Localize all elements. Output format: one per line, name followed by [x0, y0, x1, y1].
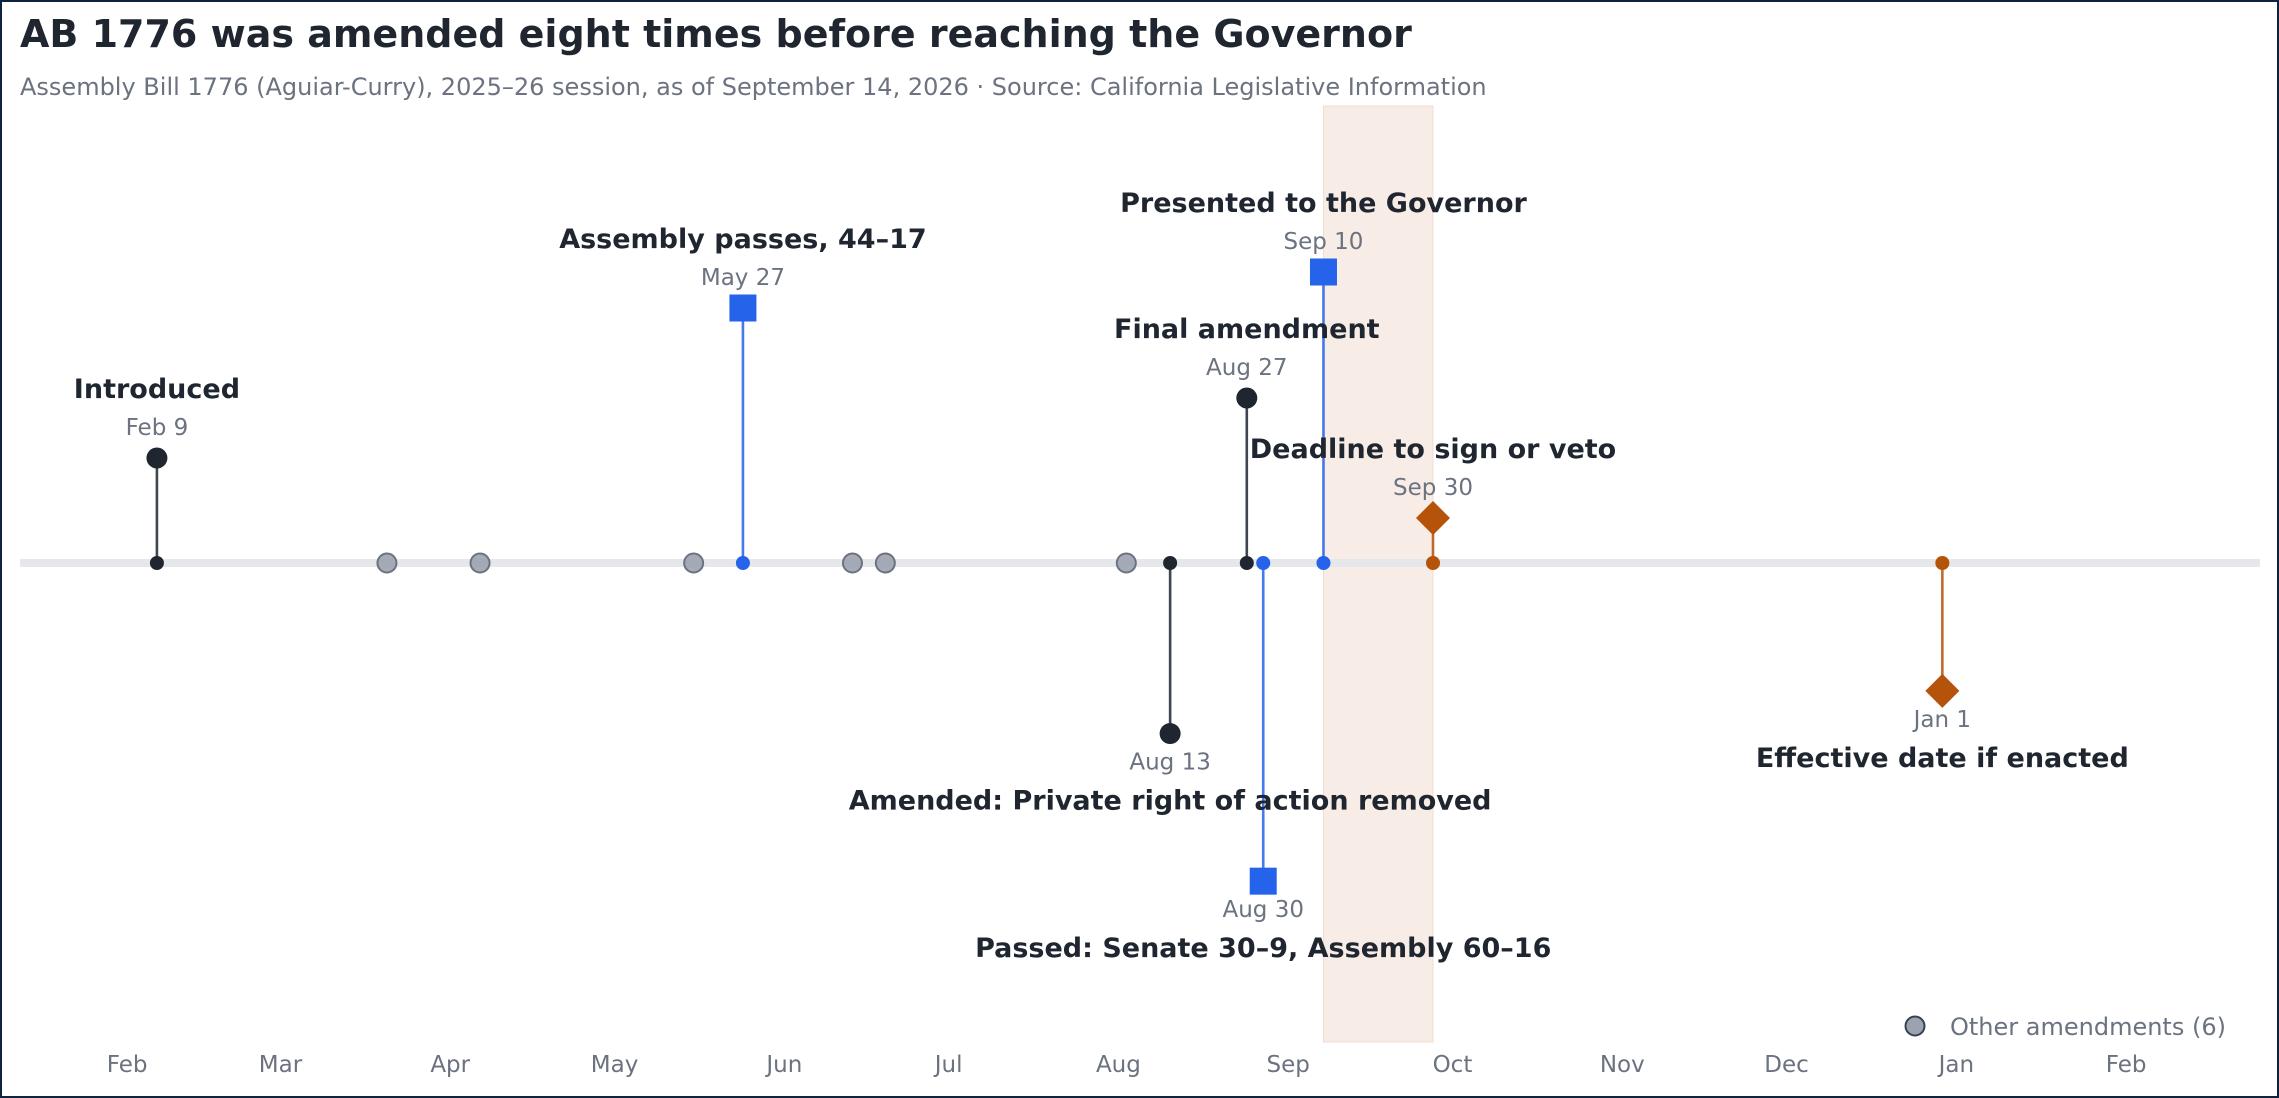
event-axis-dot [1935, 556, 1950, 570]
event-axis-dot [1426, 556, 1441, 570]
month-tick-label: May [591, 1052, 639, 1078]
month-tick-label: Jul [933, 1052, 963, 1078]
event-marker-diamond [1416, 501, 1451, 535]
event-label: Final amendment [1114, 314, 1380, 345]
event-label: Deadline to sign or veto [1250, 434, 1616, 465]
month-tick-label: Sep [1267, 1052, 1310, 1078]
event-label: Assembly passes, 44–17 [559, 224, 926, 255]
event-axis-dot [1163, 556, 1178, 570]
legend-marker [1904, 1015, 1926, 1037]
event-axis-dot [1316, 556, 1331, 570]
governor-window-band [1322, 105, 1434, 1043]
chart-title: AB 1776 was amended eight times before r… [20, 12, 1412, 56]
other-amendment-marker [376, 552, 398, 574]
chart-subtitle: Assembly Bill 1776 (Aguiar-Curry), 2025–… [20, 73, 1487, 101]
other-amendment-marker [683, 552, 705, 574]
event-label: Passed: Senate 30–9, Assembly 60–16 [975, 933, 1551, 964]
event-axis-dot [735, 556, 750, 570]
event-date-label: Sep 10 [1284, 229, 1364, 255]
month-tick-label: Jan [1937, 1052, 1974, 1078]
event-marker-square [1309, 258, 1337, 286]
month-tick-label: Feb [107, 1052, 148, 1078]
stem-layer [155, 272, 1944, 882]
event-date-label: Aug 30 [1222, 897, 1304, 923]
other-amendment-marker [469, 552, 491, 574]
event-date-label: Jan 1 [1912, 707, 1971, 733]
event-axis-dot [1239, 556, 1254, 570]
event-marker-diamond [1925, 673, 1960, 708]
month-tick-label: Mar [259, 1052, 303, 1078]
month-tick-label: Aug [1096, 1052, 1141, 1078]
event-marker-square [729, 294, 757, 322]
month-tick-label: Jun [764, 1052, 802, 1078]
event-label: Amended: Private right of action removed [849, 786, 1492, 817]
highlight-band-layer [1322, 105, 1434, 1043]
event-date-label: Aug 13 [1129, 750, 1211, 776]
event-date-label: Aug 27 [1206, 355, 1288, 381]
tick-layer: Feb Mar Apr May Jun Jul Aug Sep Oct Nov Dec Jan Feb [107, 1052, 2147, 1078]
month-tick-label: Nov [1600, 1052, 1645, 1078]
other-amendment-marker [874, 552, 896, 574]
event-marker-square [1249, 867, 1277, 895]
event-date-label: Sep 30 [1393, 475, 1473, 501]
label-layer: Feb 9 Introduced May 27 Assembly passes, 44… [74, 188, 2129, 964]
marker-layer [146, 258, 1960, 895]
event-date-label: Feb 9 [126, 415, 189, 441]
event-label: Effective date if enacted [1756, 743, 2129, 774]
event-marker-circle [1236, 387, 1258, 409]
legend-label: Other amendments (6) [1950, 1013, 2226, 1041]
month-tick-label: Feb [2106, 1052, 2147, 1078]
event-axis-dot [149, 556, 164, 570]
event-date-label: May 27 [701, 265, 785, 291]
month-tick-label: Dec [1764, 1052, 1809, 1078]
other-amendment-marker [841, 552, 863, 574]
event-marker-circle [146, 447, 168, 469]
event-label: Introduced [74, 374, 240, 405]
axis-dot-layer [149, 552, 1950, 574]
event-marker-circle [1159, 723, 1181, 745]
event-axis-dot [1256, 556, 1271, 570]
month-tick-label: Oct [1433, 1052, 1473, 1078]
other-amendment-marker [1115, 552, 1137, 574]
month-tick-label: Apr [430, 1052, 470, 1078]
event-label: Presented to the Governor [1120, 188, 1527, 219]
legend: Other amendments (6) [1904, 1013, 2226, 1041]
